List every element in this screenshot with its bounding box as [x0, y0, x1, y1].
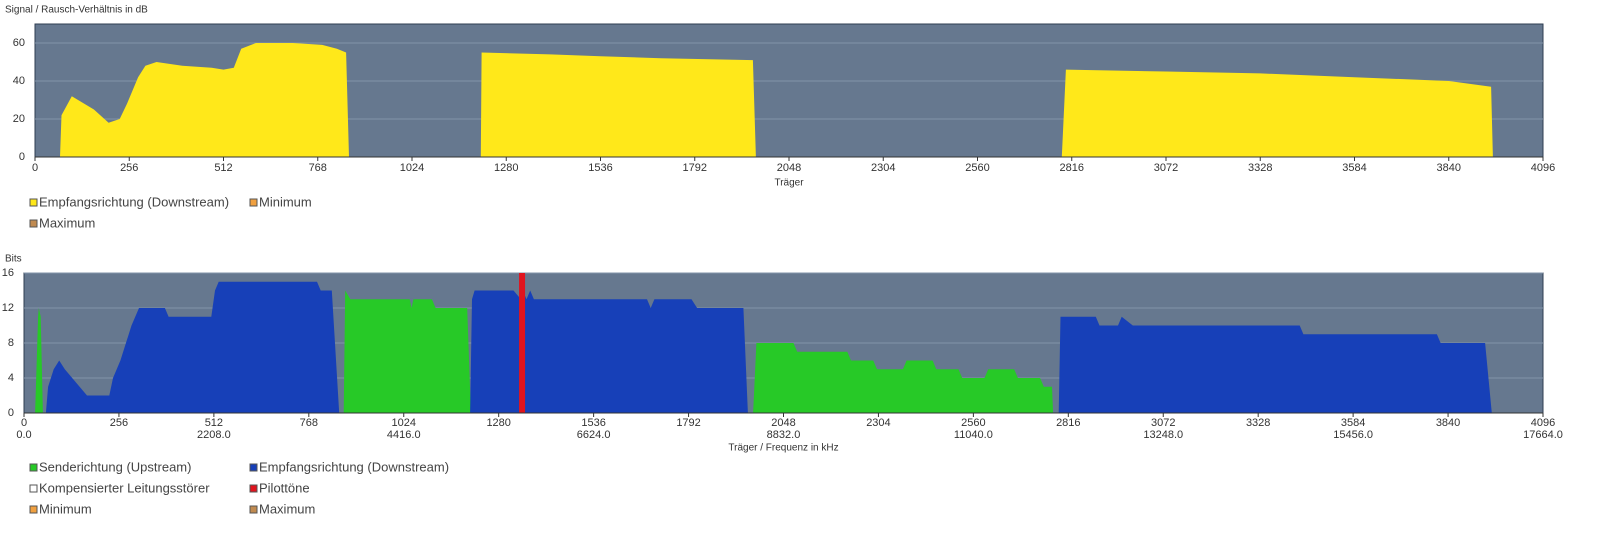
x-tick-label: 3328: [1246, 417, 1270, 429]
y-tick-label: 40: [13, 75, 25, 87]
legend-label: Maximum: [39, 215, 95, 230]
y-tick-label: 8: [8, 337, 14, 349]
x-axis-label: Träger: [774, 178, 804, 189]
y-tick-label: 0: [19, 151, 25, 163]
x-tick-label: 4096: [1531, 162, 1555, 174]
x-axis-label: Träger / Frequenz in kHz: [728, 443, 838, 454]
legend-swatch: [29, 484, 38, 493]
x-tick-label: 2304: [866, 417, 890, 429]
x-tick-label: 2048: [777, 162, 801, 174]
x-tick-label: 2304: [871, 162, 895, 174]
x-tick-label: 768: [309, 162, 327, 174]
x-tick-label: 0: [21, 417, 27, 429]
legend-label: Maximum: [259, 501, 315, 516]
x2-tick-label: 4416.0: [387, 429, 421, 441]
x-tick-label: 3584: [1341, 417, 1365, 429]
pilot-bar: [519, 273, 526, 413]
x-tick-label: 2048: [771, 417, 795, 429]
chart-title: Bits: [5, 254, 22, 265]
x-tick-label: 1792: [676, 417, 700, 429]
area: [45, 281, 1492, 413]
legend-swatch: [29, 505, 38, 514]
legend-swatch: [249, 463, 258, 472]
x-tick-label: 3072: [1154, 162, 1178, 174]
area: [35, 290, 1054, 413]
legend-label: Empfangsrichtung (Downstream): [259, 459, 449, 474]
x-tick-label: 1792: [683, 162, 707, 174]
legend-label: Minimum: [259, 194, 312, 209]
x2-tick-label: 15456.0: [1333, 429, 1373, 441]
legend-label: Kompensierter Leitungsstörer: [39, 480, 210, 495]
x-tick-label: 512: [214, 162, 232, 174]
y-tick-label: 4: [8, 372, 14, 384]
legend-swatch: [249, 198, 258, 207]
x2-tick-label: 2208.0: [197, 429, 231, 441]
legend-swatch: [29, 198, 38, 207]
legend-swatch: [29, 219, 38, 228]
area: [60, 43, 1493, 157]
x-tick-label: 1024: [392, 417, 416, 429]
legend-label: Senderichtung (Upstream): [39, 459, 191, 474]
x-tick-label: 256: [120, 162, 138, 174]
x-tick-label: 2816: [1056, 417, 1080, 429]
legend-label: Pilottöne: [259, 480, 310, 495]
x-tick-label: 2816: [1060, 162, 1084, 174]
x-tick-label: 4096: [1531, 417, 1555, 429]
x-tick-label: 1280: [486, 417, 510, 429]
y-tick-label: 0: [8, 407, 14, 419]
x-tick-label: 1024: [400, 162, 424, 174]
legend-swatch: [29, 463, 38, 472]
x-tick-label: 1536: [588, 162, 612, 174]
x2-tick-label: 13248.0: [1143, 429, 1183, 441]
legend-swatch: [249, 505, 258, 514]
y-tick-label: 12: [2, 302, 14, 314]
y-tick-label: 16: [2, 267, 14, 279]
x2-tick-label: 8832.0: [767, 429, 801, 441]
x-tick-label: 768: [300, 417, 318, 429]
y-tick-label: 60: [13, 37, 25, 49]
x-tick-label: 256: [110, 417, 128, 429]
x2-tick-label: 0.0: [16, 429, 31, 441]
legend-swatch: [249, 484, 258, 493]
x-tick-label: 3328: [1248, 162, 1272, 174]
x-tick-label: 3840: [1437, 162, 1461, 174]
x-tick-label: 3840: [1436, 417, 1460, 429]
x-tick-label: 1536: [581, 417, 605, 429]
chart-title: Signal / Rausch-Verhältnis in dB: [5, 5, 148, 16]
y-tick-label: 20: [13, 113, 25, 125]
legend-label: Empfangsrichtung (Downstream): [39, 194, 229, 209]
legend-label: Minimum: [39, 501, 92, 516]
x-tick-label: 2560: [965, 162, 989, 174]
x-tick-label: 512: [205, 417, 223, 429]
x2-tick-label: 11040.0: [954, 429, 993, 441]
x-tick-label: 3072: [1151, 417, 1175, 429]
x-tick-label: 2560: [961, 417, 985, 429]
x-tick-label: 0: [32, 162, 38, 174]
x2-tick-label: 17664.0: [1523, 429, 1563, 441]
x2-tick-label: 6624.0: [577, 429, 611, 441]
x-tick-label: 3584: [1342, 162, 1366, 174]
x-tick-label: 1280: [494, 162, 518, 174]
